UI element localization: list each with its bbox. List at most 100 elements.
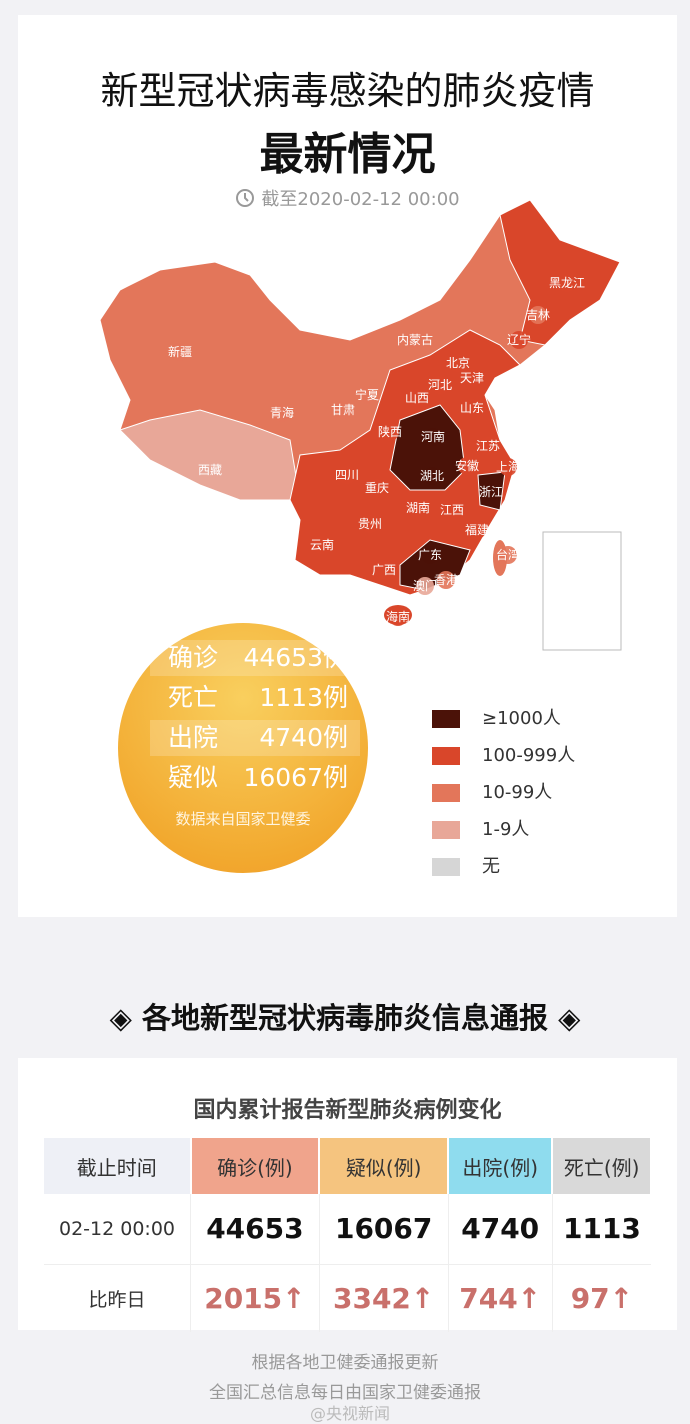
table-cell: 3342↑ (318, 1264, 449, 1332)
table-cell: 744↑ (447, 1264, 553, 1332)
province-label: 辽宁 (507, 332, 531, 347)
province-marker (421, 546, 439, 564)
province-marker (443, 501, 461, 519)
inset-map (542, 531, 622, 651)
province-marker (368, 479, 386, 497)
province-label: 青海 (270, 405, 294, 420)
province-marker (431, 376, 449, 394)
province-label: 新疆 (168, 344, 192, 359)
summary-row: 疑似 16067例 (150, 760, 360, 796)
province-label: 广西 (372, 563, 396, 577)
province-label: 海南 (386, 609, 410, 624)
province-label: 陕西 (378, 424, 402, 439)
summary-label: 出院 (168, 723, 219, 752)
table: 截止时间 确诊(例) 疑似(例) 出院(例) 死亡(例) 02-12 00:00 44653… (44, 1138, 652, 1332)
summary-value: 16067例 (243, 763, 348, 792)
province-label: 重庆 (365, 481, 389, 495)
province-label: 台湾 (496, 547, 520, 562)
table-cell: 2015↑ (190, 1264, 320, 1332)
province-marker (529, 306, 547, 324)
province-marker (423, 467, 441, 485)
summary-value: 1113例 (259, 683, 348, 712)
province-label: 浙江 (479, 485, 503, 499)
legend-swatch (432, 747, 460, 765)
province-marker (416, 577, 434, 595)
province-label: 云南 (310, 537, 334, 552)
footer-line: 根据各地卫健委通报更新 (251, 1353, 439, 1373)
summary-value: 44653例 (243, 643, 348, 672)
province-label: 天津 (460, 371, 484, 385)
table-cell: 02-12 00:00 (59, 1217, 176, 1240)
legend-item: ≥1000人 (432, 704, 561, 729)
province-marker (558, 274, 576, 292)
province-marker (406, 331, 424, 349)
legend-item: 无 (432, 852, 500, 877)
legend-item: 10-99人 (432, 778, 552, 803)
summary-label: 确诊 (168, 643, 219, 672)
province-label: 香港 (434, 573, 458, 587)
province-label: 江西 (440, 503, 464, 517)
province-marker (499, 546, 517, 564)
province-label: 内蒙古 (397, 332, 433, 347)
table-cell: 97↑ (551, 1264, 651, 1332)
legend-label: 1-9人 (482, 819, 530, 840)
province-label: 河北 (428, 378, 452, 392)
legend-label: 100-999人 (482, 745, 576, 766)
province-marker (171, 343, 189, 361)
header-cell: 截止时间 (44, 1138, 192, 1194)
watermark: @央视新闻 (310, 1404, 391, 1423)
summary-row: 确诊 44653例 (150, 640, 360, 676)
timestamp-text: 截至2020-02-12 00:00 (261, 189, 460, 210)
legend-label: ≥1000人 (482, 708, 561, 729)
province-label: 湖南 (406, 500, 430, 515)
province-label: 黑龙江 (549, 276, 585, 290)
table-cell: 4740 (447, 1194, 553, 1264)
table-row: 02-12 00:00 44653 16067 4740 1113 (44, 1194, 651, 1264)
summary-row: 死亡 1113例 (150, 680, 360, 716)
province-marker (361, 515, 379, 533)
summary-value: 4740例 (259, 723, 348, 752)
table-row: 比昨日 2015↑ 3342↑ 744↑ 97↑ (44, 1264, 651, 1332)
legend-item: 1-9人 (432, 815, 530, 840)
legend-swatch (432, 858, 460, 876)
province-marker (358, 386, 376, 404)
province-marker (499, 458, 517, 476)
header-row: 截止时间 确诊(例) 疑似(例) 出院(例) 死亡(例) (44, 1138, 652, 1194)
legend-swatch (432, 710, 460, 728)
province-marker (338, 466, 356, 484)
header-cell: 确诊(例) (190, 1138, 321, 1194)
region (499, 199, 621, 346)
province-label: 福建 (465, 522, 489, 537)
summary-source: 数据来自国家卫健委 (175, 810, 311, 828)
clock-icon (236, 189, 255, 207)
province-marker (273, 404, 291, 422)
header-cell: 死亡(例) (552, 1138, 652, 1194)
province-label: 广东 (418, 548, 442, 562)
table-cell: 比昨日 (88, 1288, 146, 1311)
province-marker (381, 423, 399, 441)
province-marker (408, 389, 426, 407)
table-cell: 1113 (551, 1194, 651, 1264)
province-marker (449, 354, 467, 372)
region (389, 404, 466, 491)
province-label: 湖北 (420, 468, 444, 483)
province-marker (468, 521, 486, 539)
summary-label: 死亡 (168, 683, 219, 712)
legend-swatch (432, 784, 460, 802)
legend-label: 无 (482, 856, 500, 877)
province-marker (409, 499, 427, 517)
province-marker (389, 608, 407, 626)
province-marker (437, 571, 455, 589)
province-label: 山东 (460, 401, 484, 415)
province-label: 北京 (446, 356, 470, 370)
province-label: 河南 (421, 429, 445, 444)
province-label: 甘肃 (331, 403, 355, 417)
region (119, 409, 301, 501)
province-marker (510, 331, 528, 349)
province-marker (482, 483, 500, 501)
subtitle: 最新情况 (259, 129, 436, 180)
province-marker (424, 428, 442, 446)
province-marker (375, 561, 393, 579)
province-label: 贵州 (358, 517, 382, 531)
section-title: ◈ 各地新型冠状病毒肺炎信息通报 ◈ (109, 1001, 581, 1035)
